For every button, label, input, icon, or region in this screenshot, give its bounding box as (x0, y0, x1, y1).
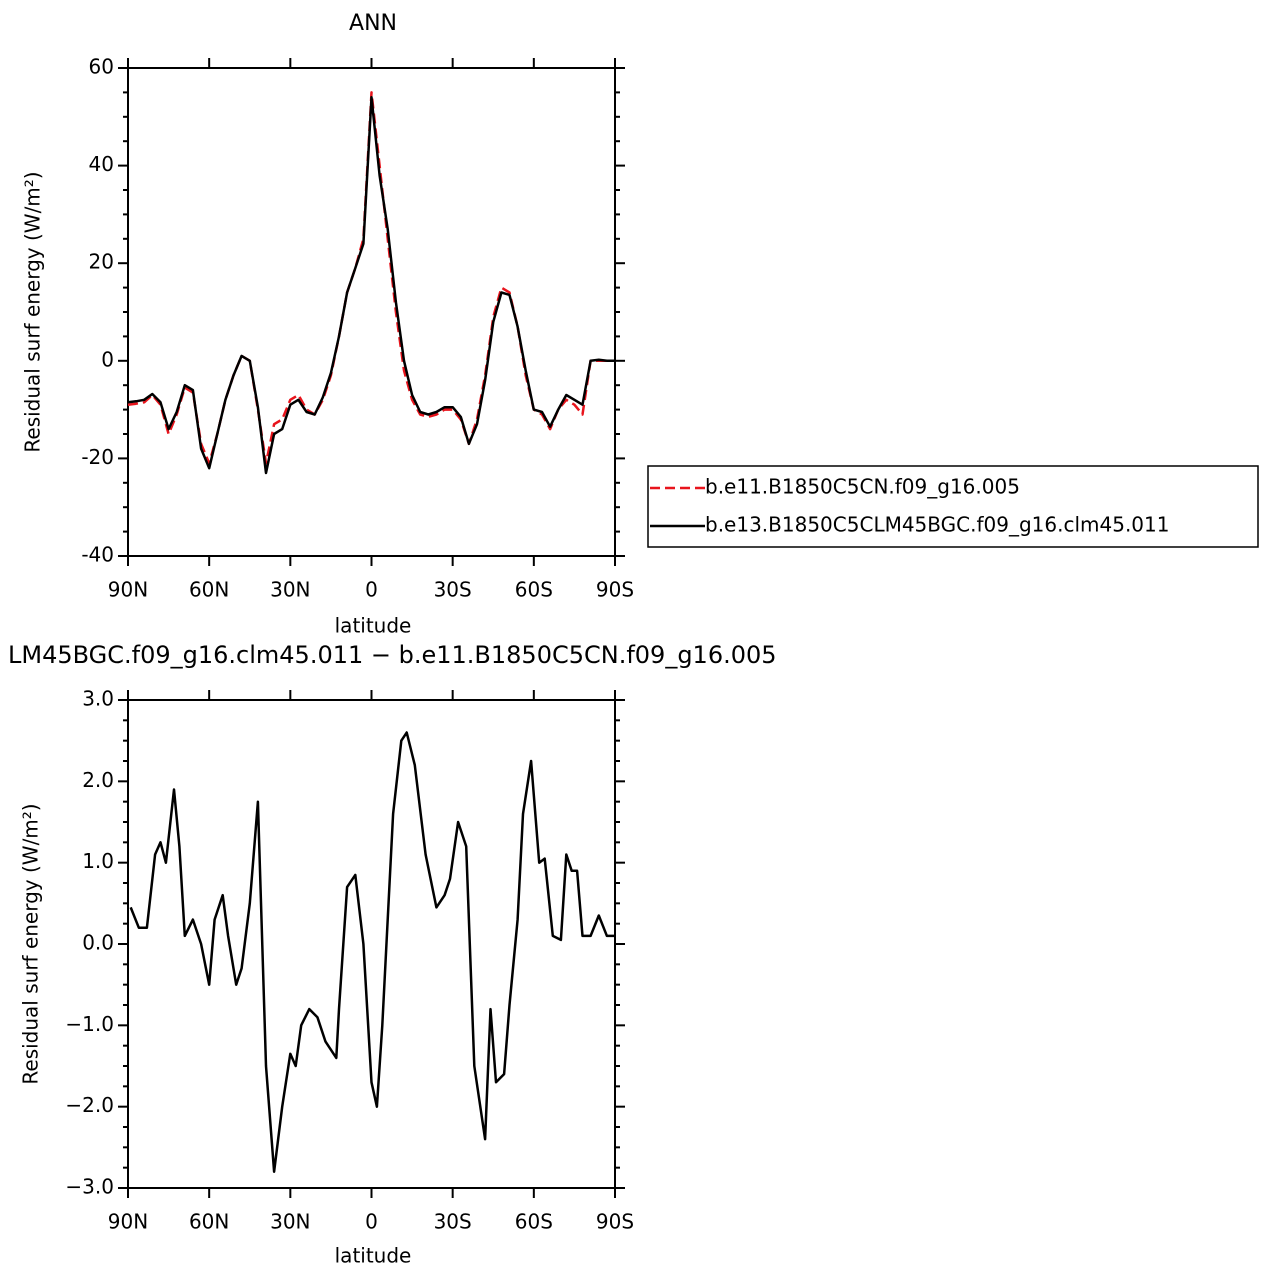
chart-title: LM45BGC.f09_g16.clm45.011 − b.e11.B1850C… (8, 641, 777, 669)
y-tick-label: 3.0 (82, 687, 114, 711)
x-tick-label: 90S (596, 578, 634, 602)
x-tick-label: 30N (270, 578, 310, 602)
y-axis-label: Residual surf energy (W/m²) (21, 171, 45, 452)
x-tick-label: 90S (596, 1210, 634, 1234)
y-tick-label: −3.0 (65, 1175, 114, 1199)
x-tick-label: 60N (189, 578, 229, 602)
x-tick-label: 90N (108, 578, 148, 602)
legend-label: b.e11.B1850C5CN.f09_g16.005 (705, 475, 1020, 499)
data-line (129, 731, 615, 1173)
legend-label: b.e13.B1850C5CLM45BGC.f09_g16.clm45.011 (705, 513, 1169, 537)
plot-frame (127, 67, 616, 557)
x-tick-label: 90N (108, 1210, 148, 1234)
x-tick-label: 60S (515, 1210, 553, 1234)
y-tick-label: 0.0 (82, 931, 114, 955)
y-tick-label: -20 (81, 445, 114, 469)
y-axis-label: Residual surf energy (W/m²) (19, 803, 43, 1084)
y-tick-label: 40 (89, 152, 114, 176)
chart-title: ANN (349, 11, 397, 36)
x-tick-label: 60S (515, 578, 553, 602)
y-tick-label: 2.0 (82, 768, 114, 792)
y-tick-label: -40 (81, 543, 114, 567)
legend-box (647, 465, 1259, 548)
x-axis-label: latitude (335, 1244, 412, 1268)
data-line (127, 96, 615, 475)
x-tick-label: 0 (365, 1210, 378, 1234)
y-tick-label: 0 (101, 347, 114, 371)
x-tick-label: 30S (434, 578, 472, 602)
y-tick-label: −1.0 (65, 1012, 114, 1036)
x-tick-label: 60N (189, 1210, 229, 1234)
y-tick-label: 60 (89, 55, 114, 79)
x-axis-label: latitude (335, 614, 412, 638)
y-tick-label: 1.0 (82, 849, 114, 873)
x-tick-label: 0 (365, 578, 378, 602)
y-tick-label: −2.0 (65, 1093, 114, 1117)
data-line (127, 91, 615, 465)
x-tick-label: 30S (434, 1210, 472, 1234)
y-tick-label: 20 (89, 250, 114, 274)
x-tick-label: 30N (270, 1210, 310, 1234)
